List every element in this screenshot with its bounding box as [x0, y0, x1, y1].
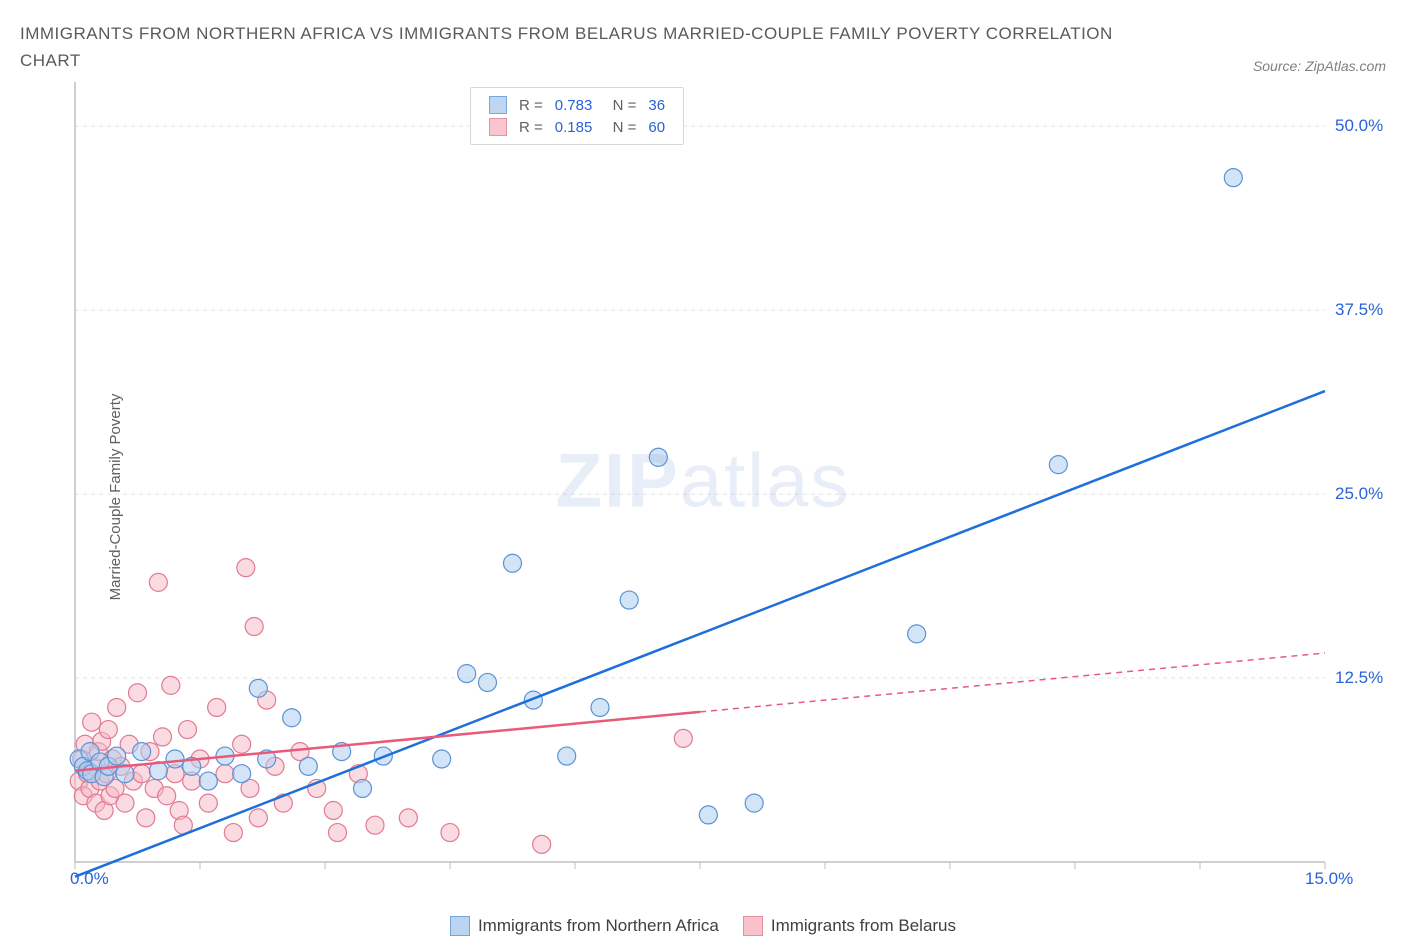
data-point	[237, 559, 255, 577]
legend-r-value: 0.185	[549, 116, 599, 138]
data-point	[504, 555, 522, 573]
data-point	[224, 824, 242, 842]
stats-legend: R =0.783 N =36R =0.185 N =60	[470, 87, 684, 145]
chart-header: IMMIGRANTS FROM NORTHERN AFRICA VS IMMIG…	[20, 20, 1386, 74]
data-point	[699, 806, 717, 824]
legend-n-value: 60	[642, 116, 671, 138]
data-point	[199, 795, 217, 813]
svg-text:25.0%: 25.0%	[1335, 484, 1383, 503]
data-point	[133, 765, 151, 783]
data-point	[283, 709, 301, 727]
data-point	[329, 824, 347, 842]
source-label: Source: ZipAtlas.com	[1253, 58, 1386, 74]
chart-title: IMMIGRANTS FROM NORTHERN AFRICA VS IMMIG…	[20, 20, 1120, 74]
data-point	[166, 750, 184, 768]
series-label: Immigrants from Belarus	[771, 916, 956, 936]
data-point	[366, 817, 384, 835]
data-point	[433, 750, 451, 768]
svg-text:50.0%: 50.0%	[1335, 117, 1383, 136]
data-point	[133, 743, 151, 761]
svg-text:37.5%: 37.5%	[1335, 300, 1383, 319]
data-point	[108, 699, 126, 717]
data-point	[249, 809, 267, 827]
data-point	[245, 618, 263, 636]
scatter-plot: 12.5%25.0%37.5%50.0%0.0%15.0%	[20, 82, 1385, 892]
data-point	[249, 680, 267, 698]
data-point	[674, 730, 692, 748]
data-point	[216, 765, 234, 783]
data-point	[233, 736, 251, 754]
data-point	[208, 699, 226, 717]
trend-line-dashed	[700, 653, 1325, 712]
trend-line	[75, 391, 1325, 877]
data-point	[137, 809, 155, 827]
data-point	[441, 824, 459, 842]
data-point	[149, 574, 167, 592]
data-point	[745, 795, 763, 813]
legend-row: R =0.185 N =60	[483, 116, 671, 138]
legend-swatch	[450, 916, 470, 936]
data-point	[108, 747, 126, 765]
data-point	[649, 449, 667, 467]
series-legend: Immigrants from Northern Africa Immigrant…	[20, 916, 1386, 941]
legend-swatch	[489, 96, 507, 114]
data-point	[354, 780, 372, 798]
data-point	[199, 772, 217, 790]
legend-n-value: 36	[642, 94, 671, 116]
data-point	[299, 758, 317, 776]
data-point	[479, 674, 497, 692]
series-label: Immigrants from Northern Africa	[478, 916, 719, 936]
data-point	[908, 625, 926, 643]
legend-row: R =0.783 N =36	[483, 94, 671, 116]
data-point	[129, 684, 147, 702]
series-legend-item: Immigrants from Northern Africa	[450, 916, 719, 936]
series-legend-item: Immigrants from Belarus	[743, 916, 956, 936]
data-point	[324, 802, 342, 820]
data-point	[591, 699, 609, 717]
legend-r-value: 0.783	[549, 94, 599, 116]
data-point	[83, 714, 101, 732]
legend-r-label: R =	[513, 116, 549, 138]
data-point	[1224, 169, 1242, 187]
legend-n-label: N =	[598, 94, 642, 116]
data-point	[620, 591, 638, 609]
data-point	[158, 787, 176, 805]
legend-n-label: N =	[598, 116, 642, 138]
legend-swatch	[743, 916, 763, 936]
data-point	[154, 728, 172, 746]
data-point	[233, 765, 251, 783]
data-point	[1049, 456, 1067, 474]
chart-area: Married-Couple Family Poverty ZIPatlas 1…	[20, 82, 1386, 912]
data-point	[179, 721, 197, 739]
data-point	[458, 665, 476, 683]
data-point	[116, 795, 134, 813]
svg-text:15.0%: 15.0%	[1305, 869, 1353, 888]
svg-text:12.5%: 12.5%	[1335, 668, 1383, 687]
data-point	[162, 677, 180, 695]
legend-r-label: R =	[513, 94, 549, 116]
legend-swatch	[489, 118, 507, 136]
data-point	[99, 721, 117, 739]
data-point	[558, 747, 576, 765]
y-axis-label: Married-Couple Family Poverty	[107, 394, 124, 601]
data-point	[533, 836, 551, 854]
data-point	[399, 809, 417, 827]
